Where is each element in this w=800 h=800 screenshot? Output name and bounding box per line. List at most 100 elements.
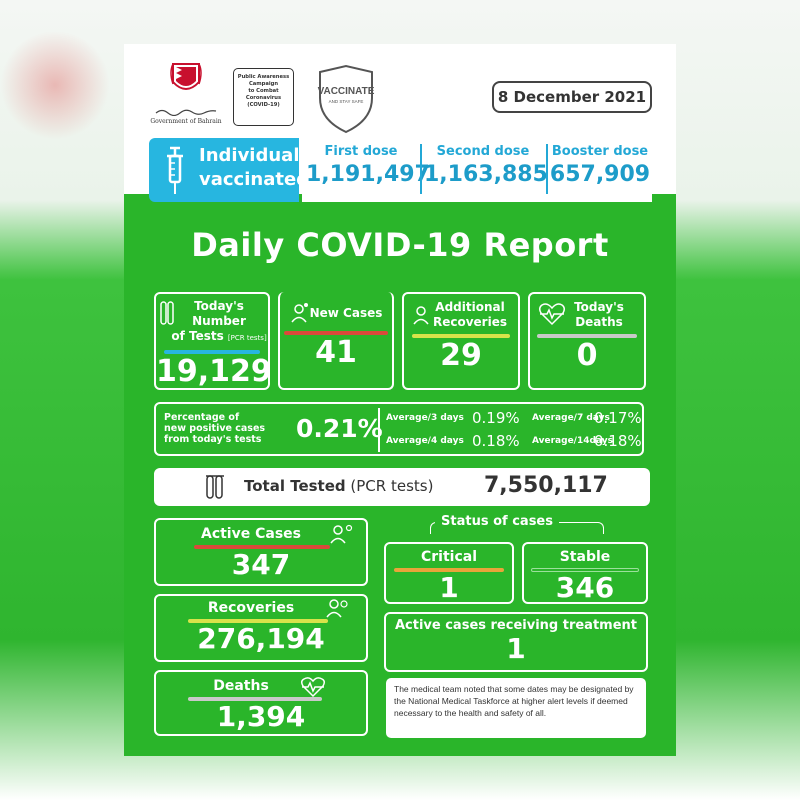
total-tested-label-paren: (PCR tests) — [350, 477, 434, 495]
vaccinate-shield-icon: VACCINATE AND STAY SAFE — [318, 64, 375, 134]
critical-card: Critical 1 — [384, 542, 514, 604]
vaccinated-label-line2: vaccinated — [199, 169, 310, 190]
avg14-label: Average/14days — [532, 436, 613, 446]
campaign-line: Coronavirus — [245, 95, 282, 101]
status-title-text: Status of cases — [435, 514, 559, 529]
recoveries-label-line2: Recoveries — [432, 315, 507, 329]
active-cases-card: Active Cases 347 — [154, 518, 368, 586]
total-deaths-card: Deaths 1,394 — [154, 670, 368, 736]
avg4-value: 0.18% — [472, 432, 520, 450]
heart-pulse-icon — [538, 303, 566, 326]
test-tube-icon — [160, 301, 174, 325]
total-tested-bar: Total Tested (PCR tests) 7,550,117 — [154, 468, 650, 506]
tests-label-note: [PCR tests] — [227, 334, 267, 342]
vaccinate-text: VACCINATE — [318, 86, 375, 97]
divider — [378, 408, 380, 452]
recoveries-today-card: Additional Recoveries 29 — [402, 292, 520, 390]
awareness-campaign-badge: Public Awareness Campaign to Combat Coro… — [233, 68, 294, 126]
recovered-person-icon — [413, 306, 429, 325]
vaccination-counts: First dose 1,191,497 Second dose 1,163,8… — [302, 138, 652, 202]
active-cases-bar — [194, 545, 330, 549]
virus-person-icon — [330, 524, 353, 544]
recoveries-bar — [412, 334, 510, 338]
vaccinated-label-line1: Individuals — [199, 145, 311, 166]
arabic-logotype — [146, 106, 226, 117]
recoveries-label: Additional Recoveries — [422, 300, 518, 330]
campaign-line: Public Awareness — [237, 74, 290, 80]
avg3-value: 0.19% — [472, 409, 520, 427]
avg3-label: Average/3 days — [386, 413, 464, 423]
campaign-line: (COVID-19) — [247, 102, 280, 108]
deaths-today-card: Today's Deaths 0 — [528, 292, 646, 390]
total-recoveries-bar — [188, 619, 328, 623]
second-dose-value: 1,163,885 — [424, 162, 548, 187]
second-dose-label: Second dose — [436, 144, 530, 159]
positivity-label: Percentage of new positive cases from to… — [164, 412, 299, 445]
total-deaths-value: 1,394 — [216, 700, 306, 733]
heart-pulse-icon — [300, 677, 326, 698]
stay-safe-text: AND STAY SAFE — [329, 99, 364, 104]
active-cases-value: 347 — [231, 548, 291, 581]
tests-label: Today's Number of Tests [PCR tests] — [170, 299, 268, 346]
positivity-panel: Percentage of new positive cases from to… — [154, 402, 644, 456]
recoveries-value: 29 — [440, 338, 482, 373]
background-blob — [0, 30, 110, 140]
new-cases-label: New Cases — [309, 306, 383, 320]
avg7-label: Average/7 days — [532, 413, 610, 423]
tests-label-line1: Today's Number — [192, 299, 246, 328]
first-dose-label: First dose — [324, 144, 398, 159]
treatment-value: 1 — [506, 632, 526, 665]
campaign-line: Campaign — [248, 81, 279, 87]
positivity-label-line3: from today's tests — [164, 434, 262, 445]
total-deaths-bar — [188, 697, 322, 701]
booster-dose-value: 657,909 — [549, 162, 651, 187]
treatment-card: Active cases receiving treatment 1 — [384, 612, 648, 672]
syringe-icon — [167, 146, 183, 194]
stable-label: Stable — [559, 549, 611, 565]
critical-value: 1 — [439, 571, 459, 604]
deaths-label-line2: Deaths — [575, 315, 623, 329]
tests-today-card: Today's Number of Tests [PCR tests] 19,1… — [154, 292, 272, 390]
total-recoveries-label: Recoveries — [207, 600, 295, 616]
covid-report-poster: Government of Bahrain Public Awareness C… — [124, 44, 676, 756]
booster-dose: Booster dose 657,909 — [548, 144, 652, 187]
total-tested-value: 7,550,117 — [484, 473, 608, 498]
report-title: Daily COVID-19 Report — [191, 226, 609, 264]
critical-bar — [394, 568, 504, 572]
virus-person-icon — [291, 303, 308, 323]
bahrain-crest-icon — [170, 63, 202, 90]
deaths-bar — [537, 334, 637, 338]
new-cases-card: New Cases 41 — [278, 292, 394, 390]
positivity-label-line2: new positive cases — [164, 423, 266, 434]
total-tested-label: Total Tested (PCR tests) — [244, 477, 433, 495]
tests-bar — [164, 350, 260, 354]
recovered-person-icon — [326, 599, 348, 618]
test-tube-icon — [206, 475, 224, 499]
divider — [546, 144, 548, 194]
total-recoveries-value: 276,194 — [197, 622, 325, 655]
medical-note: The medical team noted that some dates m… — [386, 678, 646, 738]
campaign-line: to Combat — [248, 88, 279, 94]
critical-label: Critical — [420, 549, 477, 565]
treatment-label: Active cases receiving treatment — [394, 618, 638, 633]
divider — [420, 144, 422, 194]
status-title: Status of cases — [386, 514, 608, 529]
total-recoveries-card: Recoveries 276,194 — [154, 594, 368, 662]
government-logo: Government of Bahrain — [146, 58, 226, 136]
deaths-value: 0 — [576, 338, 598, 373]
avg7-value: 0.17% — [594, 409, 642, 427]
active-cases-label: Active Cases — [200, 526, 301, 542]
booster-dose-label: Booster dose — [551, 144, 649, 159]
stable-bar — [531, 568, 639, 572]
first-dose-value: 1,191,497 — [306, 162, 430, 187]
total-tested-label-bold: Total Tested — [244, 477, 346, 495]
new-cases-value: 41 — [315, 335, 357, 370]
report-date: 8 December 2021 — [492, 81, 652, 113]
deaths-label: Today's Deaths — [554, 300, 644, 330]
second-dose: Second dose 1,163,885 — [424, 144, 548, 187]
avg14-value: 0.18% — [594, 432, 642, 450]
vaccinated-label: Individuals vaccinated — [149, 138, 311, 202]
first-dose: First dose 1,191,497 — [306, 144, 430, 187]
new-cases-bar — [284, 331, 388, 335]
total-deaths-label: Deaths — [213, 678, 269, 694]
